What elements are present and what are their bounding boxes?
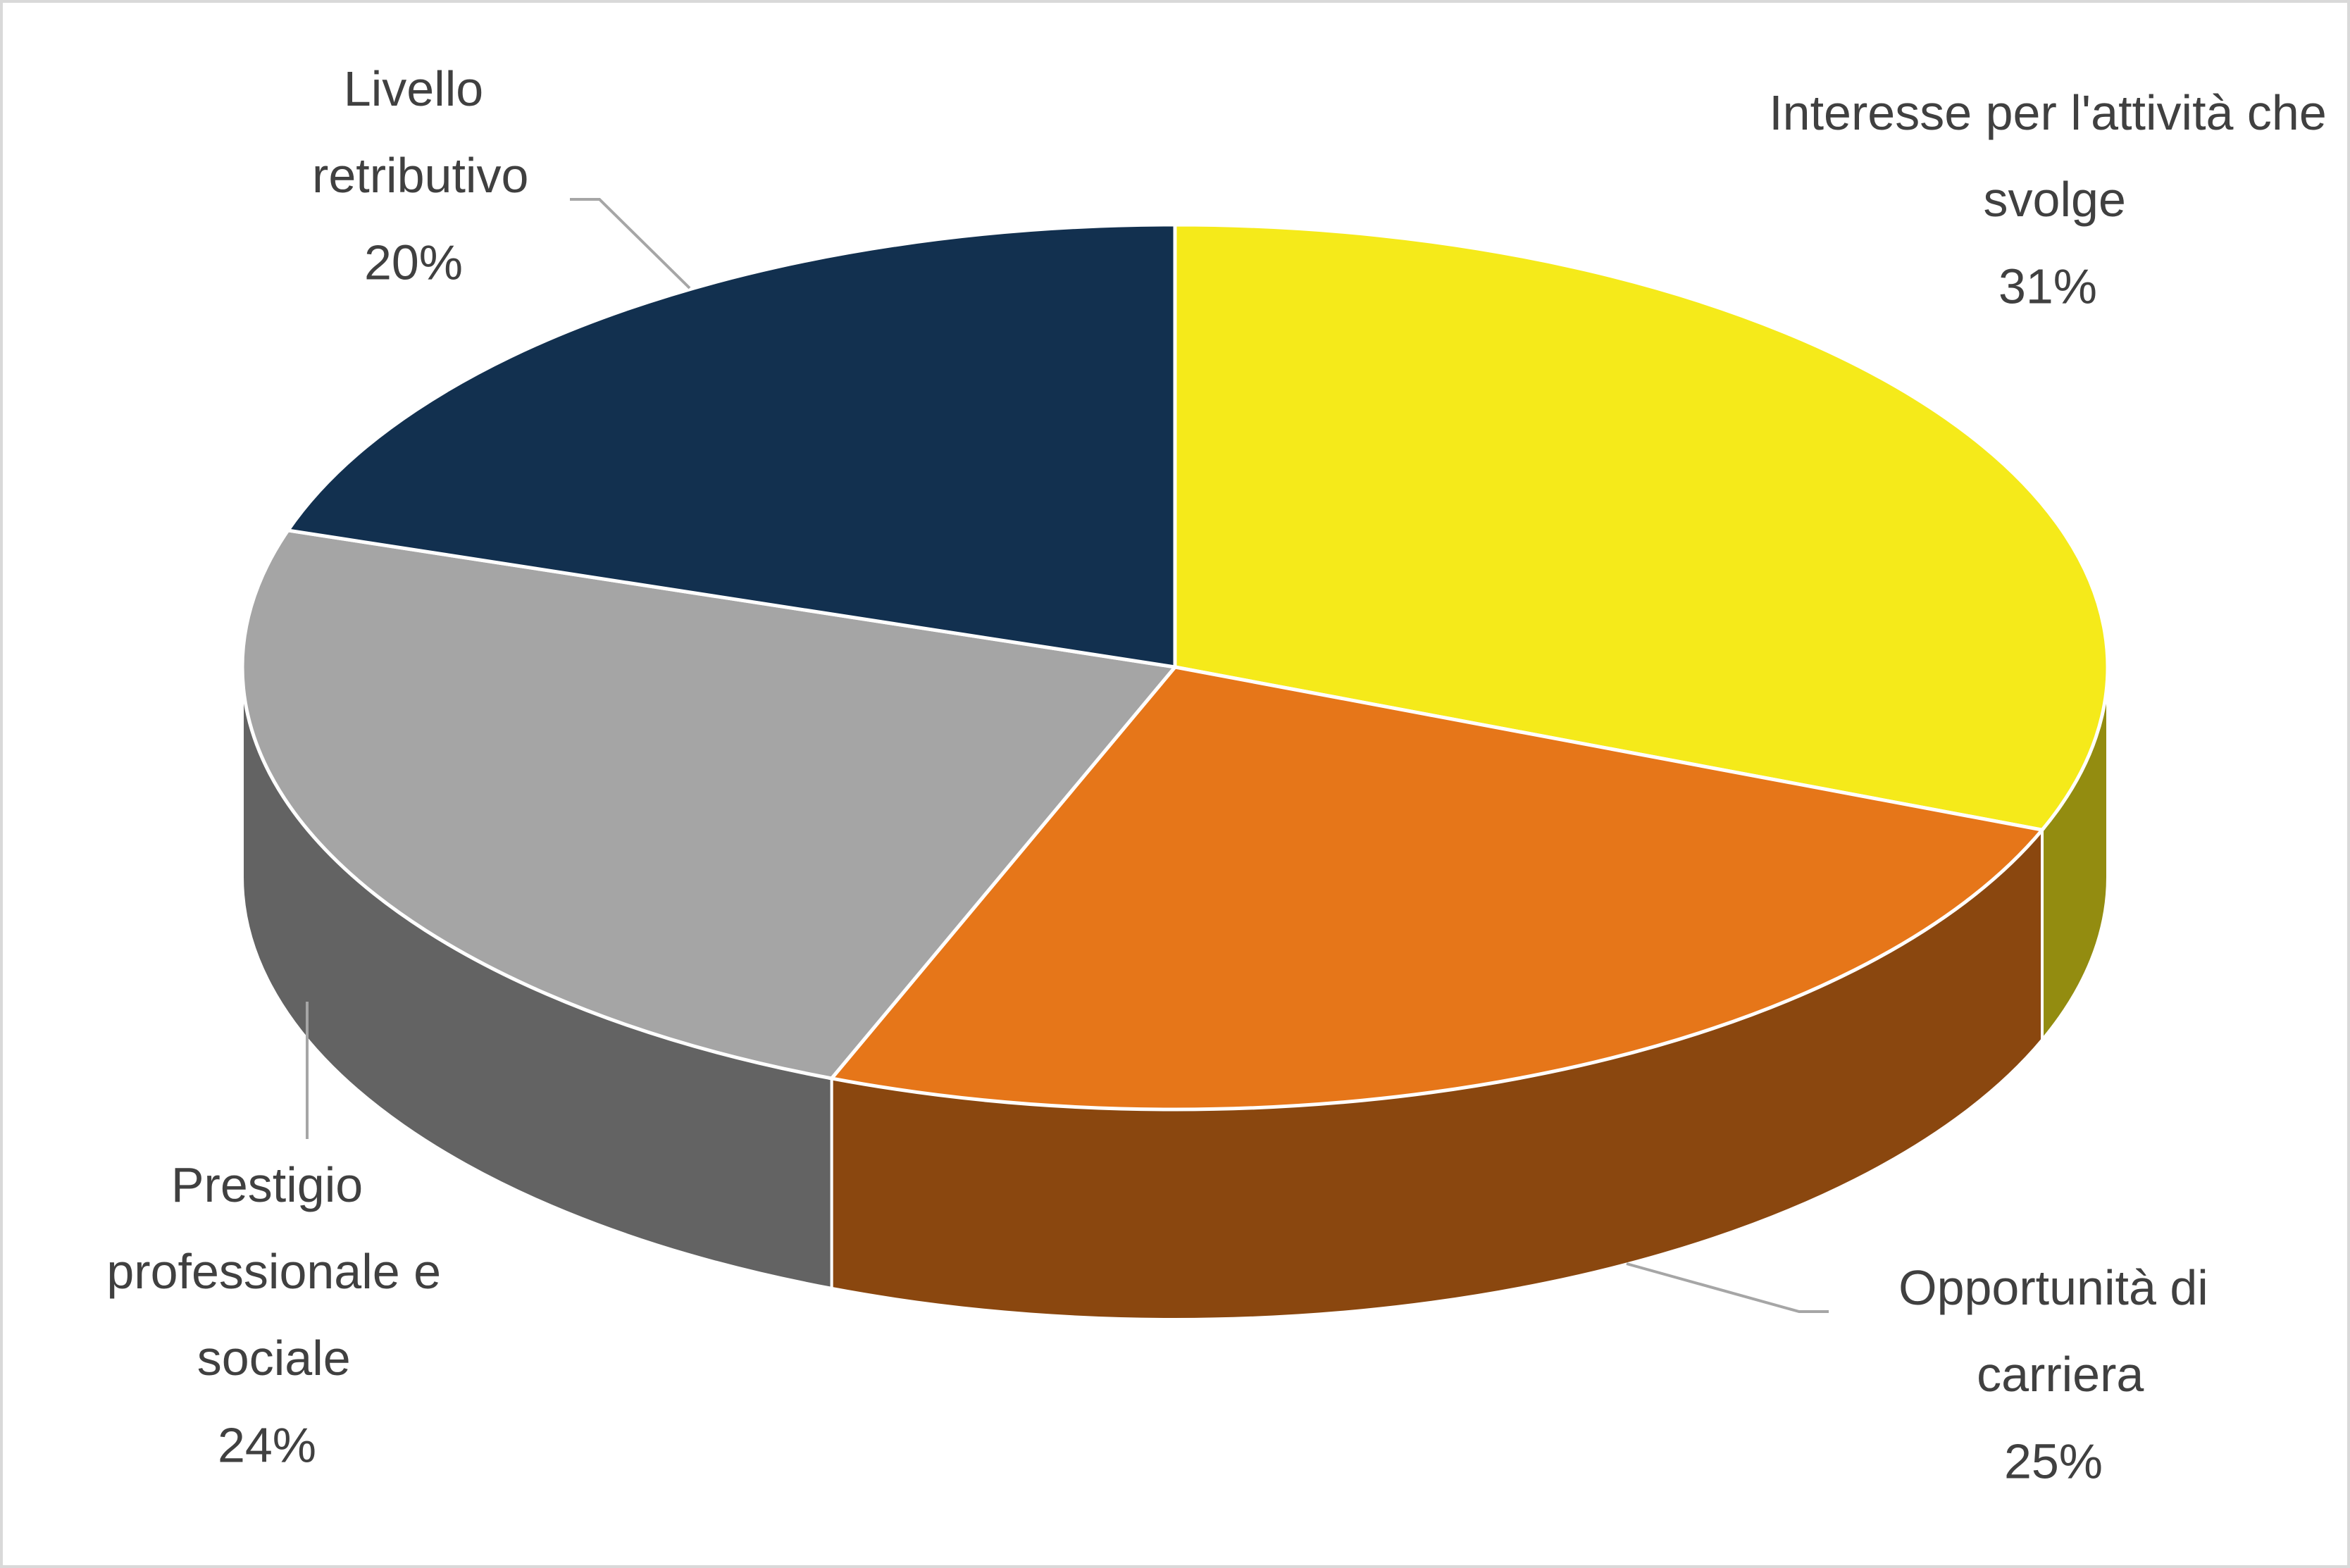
category-label: Interesse per l'attività che svolge	[1769, 85, 2327, 227]
label-line: Livello	[344, 61, 483, 116]
label-line: Interesse per l'attività che	[1769, 85, 2327, 140]
label-line: retributivo	[299, 148, 529, 203]
label-line: svolge	[1970, 172, 2126, 227]
pie-slice	[828, 665, 2046, 1112]
category-label: Opportunità di carriera	[1898, 1260, 2208, 1402]
label-line: professionale e	[93, 1244, 441, 1299]
pie-slice	[240, 528, 1179, 1081]
label-line: Prestigio	[171, 1157, 363, 1212]
value-label: 25%	[2004, 1433, 2103, 1488]
leader-line	[1626, 1262, 1829, 1313]
pie-slice	[285, 223, 1177, 669]
label-line: sociale	[183, 1331, 350, 1386]
value-label: 20%	[364, 235, 463, 290]
pie-slice	[1173, 223, 2110, 832]
pie-tops	[240, 223, 2110, 1112]
label-line: carriera	[1963, 1347, 2144, 1402]
category-label: Livello retributivo	[299, 61, 529, 203]
value-label: 24%	[218, 1417, 316, 1472]
category-label: Prestigio professionale e sociale	[93, 1157, 441, 1386]
value-label: 31%	[1998, 259, 2097, 313]
data-labels: Interesse per l'attività che svolge 31% Op…	[93, 61, 2327, 1488]
leader-line	[570, 198, 691, 290]
label-line: Opportunità di	[1898, 1260, 2208, 1315]
